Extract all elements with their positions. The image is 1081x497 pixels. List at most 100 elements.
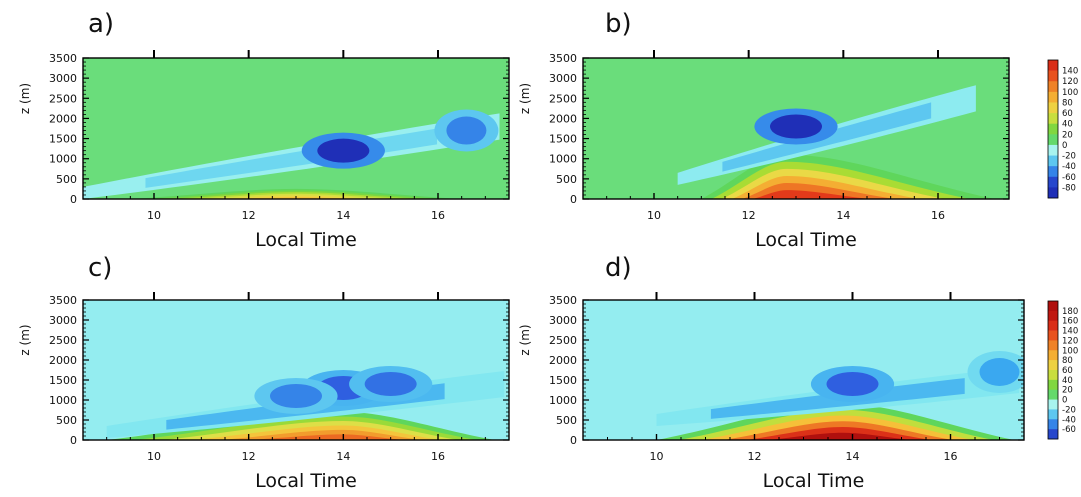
colorbar-tick-label: 180 <box>1062 307 1078 317</box>
colorbar-tick-label: 80 <box>1062 98 1073 108</box>
y-tick-label: 2500 <box>549 334 577 347</box>
colorbar-tick-label: 140 <box>1062 67 1078 77</box>
colorbar-swatch <box>1048 419 1058 430</box>
colorbar-tick-label: 40 <box>1062 120 1073 130</box>
panel-1: 10 12 14 16 0 500 1000 1500 2000 2500 3000 3500 Loca… <box>18 9 510 251</box>
panel-4: 10 12 14 160500100015002000250030003500Loca… <box>518 253 1078 492</box>
core-3 <box>979 358 1020 386</box>
colorbar-swatch <box>1048 81 1058 93</box>
y-tick-label: 3000 <box>49 72 77 85</box>
x-tick-label: 10 <box>647 209 661 222</box>
core-2 <box>770 114 822 139</box>
colorbar-swatch <box>1048 301 1058 312</box>
y-tick-label: 500 <box>556 173 577 186</box>
colorbar-tick-label: 80 <box>1062 356 1073 366</box>
x-axis-title: Local Time <box>755 229 857 251</box>
colorbar-tick-label: -20 <box>1062 405 1076 415</box>
colorbar-tick-label: 100 <box>1062 346 1078 356</box>
colorbar-swatch <box>1048 340 1058 351</box>
y-axis-title: z (m) <box>18 324 32 355</box>
colorbar-swatch <box>1048 176 1058 188</box>
colorbar-swatch <box>1048 134 1058 146</box>
panel-3: 10 12 14 16 0 500 1000 1500 2000 2500 3000 3500 Loca… <box>18 253 510 492</box>
x-tick-label: 16 <box>931 209 945 222</box>
colorbar-tick-label: 120 <box>1062 77 1078 87</box>
x-tick-label: 14 <box>336 209 350 222</box>
y-tick-label: 2000 <box>549 112 577 125</box>
y-tick-label: 1500 <box>49 133 77 146</box>
core-2 <box>826 372 879 396</box>
y-tick-label: 3000 <box>549 314 577 327</box>
colorbar-tick-label: -60 <box>1062 425 1076 435</box>
colorbar-swatch <box>1048 187 1058 199</box>
colorbar-tick-label: -40 <box>1062 162 1076 172</box>
y-tick-label: 3500 <box>549 52 577 65</box>
colorbar-swatch <box>1048 91 1058 103</box>
colorbar-swatch <box>1048 409 1058 420</box>
plot-area <box>83 300 509 440</box>
colorbar-frame <box>1047 300 1059 440</box>
y-tick-label: 1000 <box>549 153 577 166</box>
x-tick-label: 16 <box>431 209 445 222</box>
colorbar-tick-label: -60 <box>1062 173 1076 183</box>
plot-area <box>583 300 1024 440</box>
y-tick-label: 500 <box>56 414 77 427</box>
x-tick-label: 10 <box>147 450 161 463</box>
y-tick-label: 1500 <box>549 133 577 146</box>
colorbar-swatch <box>1048 429 1058 440</box>
y-tick-label: 1000 <box>549 394 577 407</box>
colorbar-swatch <box>1048 113 1058 124</box>
plot-area <box>583 58 1009 199</box>
y-axis-title: z (m) <box>518 83 532 114</box>
x-axis-title: Local Time <box>763 470 865 492</box>
panel-label: a) <box>88 9 114 39</box>
panel-label: c) <box>88 253 112 283</box>
y-tick-label: 1500 <box>49 374 77 387</box>
colorbar-tick-label: 60 <box>1062 366 1073 376</box>
y-tick-label: 1500 <box>549 374 577 387</box>
colorbar-tick-label: 60 <box>1062 109 1073 119</box>
colorbar-swatch <box>1048 60 1058 71</box>
y-tick-label: 0 <box>570 193 577 206</box>
colorbar-swatch <box>1048 310 1058 322</box>
colorbar-swatch <box>1048 379 1058 391</box>
colorbar-swatch <box>1048 166 1058 178</box>
x-tick-label: 14 <box>336 450 350 463</box>
colorbar-tick-label: 0 <box>1062 396 1067 406</box>
y-tick-label: 500 <box>56 173 77 186</box>
colorbar-tick-label: 20 <box>1062 386 1073 396</box>
colorbar-tick-label: 140 <box>1062 327 1078 337</box>
y-tick-label: 500 <box>556 414 577 427</box>
colorbar-swatch <box>1048 155 1058 167</box>
x-tick-label: 12 <box>748 450 762 463</box>
y-tick-label: 1000 <box>49 153 77 166</box>
colorbar-tick-label: 100 <box>1062 88 1078 98</box>
colorbar-swatch <box>1048 320 1058 331</box>
core-3 <box>364 372 417 396</box>
colorbar-swatch <box>1048 70 1058 82</box>
x-axis-title: Local Time <box>255 229 357 251</box>
colorbar-tick-label: 20 <box>1062 130 1073 140</box>
x-tick-label: 14 <box>846 450 860 463</box>
y-tick-label: 0 <box>70 434 77 447</box>
y-tick-label: 2500 <box>49 92 77 105</box>
colorbar-swatch <box>1048 330 1058 341</box>
colorbar-tick-label: -40 <box>1062 415 1076 425</box>
colorbar-swatch <box>1048 350 1058 361</box>
core-2 <box>317 138 370 163</box>
y-tick-label: 0 <box>570 434 577 447</box>
y-tick-label: 2500 <box>49 334 77 347</box>
colorbar-frame <box>1047 59 1059 199</box>
colorbar-swatch <box>1048 102 1058 114</box>
y-tick-label: 0 <box>70 193 77 206</box>
colorbar-tick-label: 160 <box>1062 317 1078 327</box>
x-tick-label: 16 <box>944 450 958 463</box>
colorbar-swatch <box>1048 370 1058 381</box>
x-tick-label: 10 <box>147 209 161 222</box>
colorbar-swatch <box>1048 123 1058 135</box>
y-tick-label: 2000 <box>49 112 77 125</box>
colorbar-swatch <box>1048 144 1058 156</box>
